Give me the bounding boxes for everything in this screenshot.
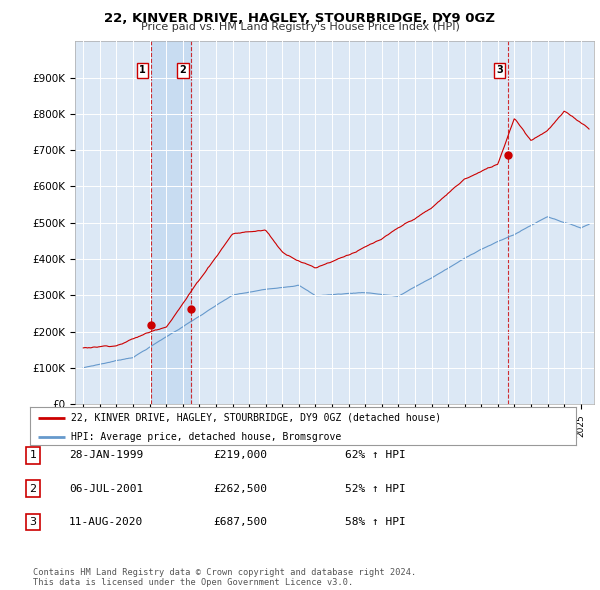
Text: 2: 2 [179,65,187,76]
Text: 3: 3 [29,517,37,527]
Text: 06-JUL-2001: 06-JUL-2001 [69,484,143,493]
Text: 1: 1 [29,451,37,460]
Text: 58% ↑ HPI: 58% ↑ HPI [345,517,406,527]
Text: £687,500: £687,500 [213,517,267,527]
Text: 1: 1 [139,65,146,76]
Text: 62% ↑ HPI: 62% ↑ HPI [345,451,406,460]
Text: 28-JAN-1999: 28-JAN-1999 [69,451,143,460]
Text: £219,000: £219,000 [213,451,267,460]
Text: £262,500: £262,500 [213,484,267,493]
Bar [151,41,191,404]
Text: Price paid vs. HM Land Registry's House Price Index (HPI): Price paid vs. HM Land Registry's House … [140,22,460,32]
Text: HPI: Average price, detached house, Bromsgrove: HPI: Average price, detached house, Brom… [71,432,341,442]
Text: 52% ↑ HPI: 52% ↑ HPI [345,484,406,493]
Text: 3: 3 [496,65,503,76]
Text: 22, KINVER DRIVE, HAGLEY, STOURBRIDGE, DY9 0GZ (detached house): 22, KINVER DRIVE, HAGLEY, STOURBRIDGE, D… [71,413,441,423]
Text: 11-AUG-2020: 11-AUG-2020 [69,517,143,527]
Text: 22, KINVER DRIVE, HAGLEY, STOURBRIDGE, DY9 0GZ: 22, KINVER DRIVE, HAGLEY, STOURBRIDGE, D… [104,12,496,25]
Text: Contains HM Land Registry data © Crown copyright and database right 2024.
This d: Contains HM Land Registry data © Crown c… [33,568,416,587]
Text: 2: 2 [29,484,37,493]
